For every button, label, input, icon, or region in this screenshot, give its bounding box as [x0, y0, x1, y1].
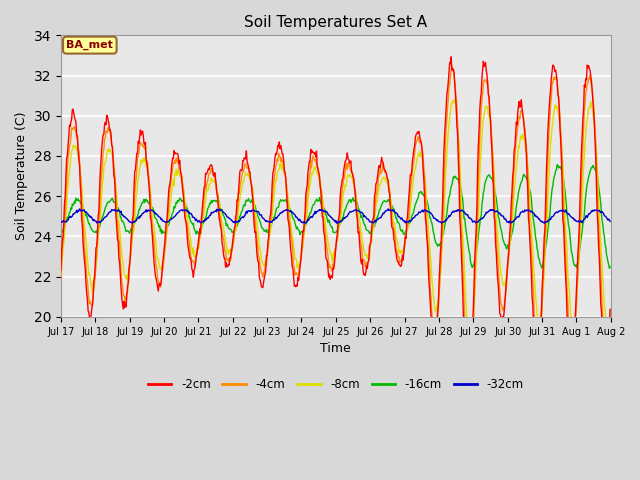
- Title: Soil Temperatures Set A: Soil Temperatures Set A: [244, 15, 428, 30]
- Text: BA_met: BA_met: [67, 40, 113, 50]
- Y-axis label: Soil Temperature (C): Soil Temperature (C): [15, 112, 28, 240]
- Legend: -2cm, -4cm, -8cm, -16cm, -32cm: -2cm, -4cm, -8cm, -16cm, -32cm: [143, 373, 529, 396]
- X-axis label: Time: Time: [321, 342, 351, 355]
